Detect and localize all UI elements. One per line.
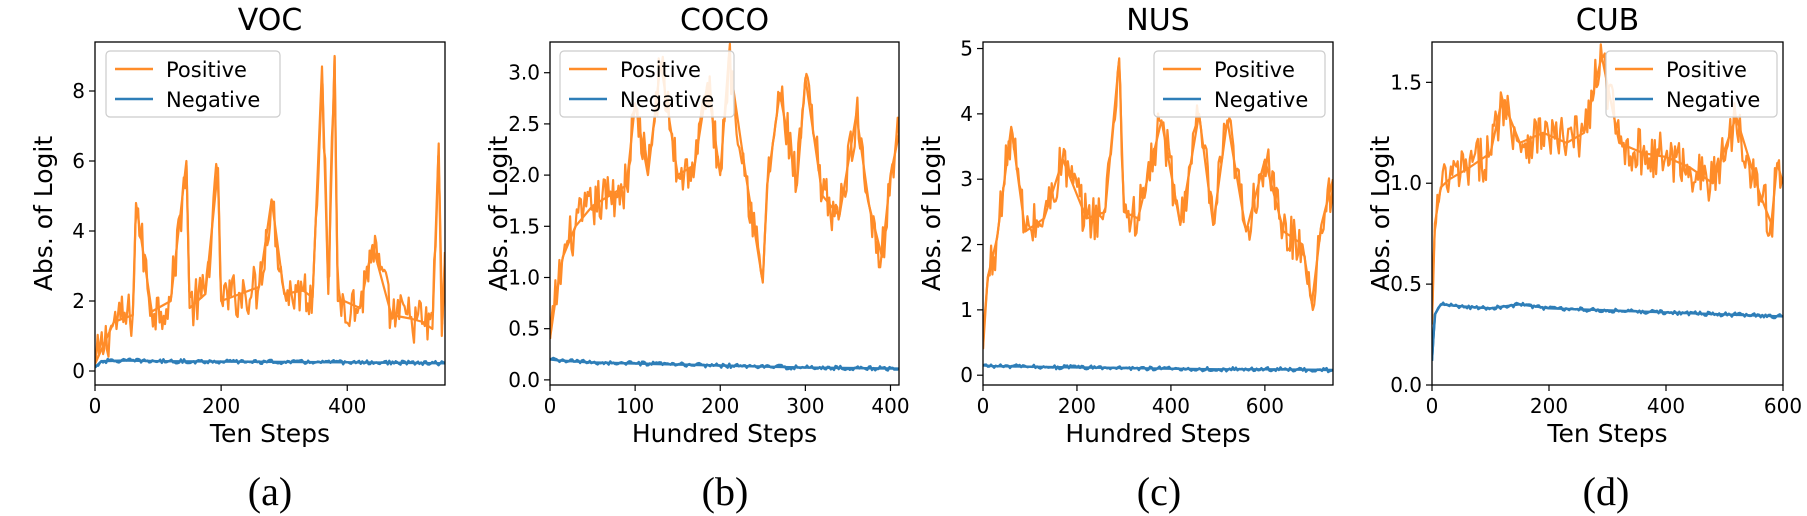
- x-tick-label: 600: [1764, 394, 1802, 418]
- y-tick-label: 0.5: [508, 317, 540, 341]
- x-tick-label: 0: [1426, 394, 1439, 418]
- y-tick-label: 3: [960, 167, 973, 191]
- y-tick-label: 1.5: [1390, 70, 1422, 94]
- y-tick-label: 0: [960, 363, 973, 387]
- legend-label-positive: Positive: [1214, 58, 1295, 82]
- series-peaks-negative: [95, 359, 445, 369]
- series-line-positive: [95, 55, 445, 365]
- panel-caption: (a): [248, 469, 292, 514]
- chart-voc: 0 200 400 0 2 4 6 8 VOC Ten Steps Abs. of Logit (a)…: [29, 3, 446, 514]
- panel-caption: (c): [1137, 469, 1181, 514]
- y-tick-label: 1.0: [1390, 171, 1422, 195]
- chart-cub: 0 200 400 600 0.0 0.5 1.0 1.5 CUB Ten Steps Abs. o…: [1366, 3, 1802, 514]
- series-peaks-positive: [1432, 55, 1783, 325]
- chart-title: CUB: [1576, 3, 1640, 38]
- y-tick-label: 1: [960, 298, 973, 322]
- panel-caption: (d): [1583, 469, 1630, 514]
- series-peaks-positive: [95, 54, 445, 365]
- panel-caption: (b): [702, 469, 749, 514]
- x-tick-label: 400: [1152, 394, 1190, 418]
- chart-title: VOC: [238, 3, 303, 38]
- legend-box: [1153, 50, 1326, 118]
- legend-label-negative: Negative: [166, 88, 260, 112]
- legend-label-positive: Positive: [1666, 58, 1747, 82]
- plot-frame: [94, 41, 446, 386]
- legend: Positive Negative: [559, 50, 735, 118]
- chart-coco: 0 100 200 300 400 0.0 0.5 1.0 1.5 2.0 2.5 3.0 COCO Hu…: [484, 3, 910, 514]
- x-axis-label: Ten Steps: [1546, 419, 1667, 448]
- y-tick-label: 0.5: [1390, 272, 1422, 296]
- x-tick-label: 400: [328, 394, 366, 418]
- x-tick-label: 200: [1530, 394, 1568, 418]
- legend-label-positive: Positive: [166, 58, 247, 82]
- y-tick-label: 3.0: [508, 61, 540, 85]
- legend-label-negative: Negative: [620, 88, 714, 112]
- plot-frame: [1431, 41, 1784, 386]
- y-axis-label: Abs. of Logit: [1366, 136, 1395, 292]
- legend-box: [1605, 50, 1778, 118]
- x-tick-label: 0: [89, 394, 102, 418]
- x-tick-label: 0: [544, 394, 557, 418]
- y-tick-label: 6: [72, 149, 85, 173]
- legend-label-positive: Positive: [620, 58, 701, 82]
- y-axis-label: Abs. of Logit: [29, 136, 58, 292]
- x-tick-label: 400: [871, 394, 909, 418]
- x-axis-label: Ten Steps: [209, 419, 330, 448]
- x-tick-label: 400: [1647, 394, 1685, 418]
- series-peaks-positive: [983, 57, 1333, 350]
- y-tick-label: 2.5: [508, 112, 540, 136]
- x-tick-label: 600: [1246, 394, 1284, 418]
- x-tick-label: 200: [1058, 394, 1096, 418]
- y-tick-label: 0.0: [1390, 373, 1422, 397]
- plot-frame: [549, 41, 900, 386]
- y-tick-label: 4: [960, 102, 973, 126]
- y-tick-label: 2.0: [508, 163, 540, 187]
- y-axis-label: Abs. of Logit: [917, 136, 946, 292]
- y-tick-label: 5: [960, 37, 973, 61]
- x-tick-label: 100: [616, 394, 654, 418]
- series-peaks-negative: [1432, 303, 1783, 361]
- legend: Positive Negative: [1605, 50, 1778, 118]
- series-peaks-negative: [550, 358, 899, 370]
- legend: Positive Negative: [105, 50, 281, 118]
- legend-label-negative: Negative: [1214, 88, 1308, 112]
- x-tick-label: 200: [202, 394, 240, 418]
- y-tick-label: 1.0: [508, 265, 540, 289]
- y-tick-label: 2: [72, 289, 85, 313]
- y-tick-label: 0: [72, 359, 85, 383]
- y-tick-label: 1.5: [508, 214, 540, 238]
- chart-title: NUS: [1126, 3, 1189, 38]
- y-tick-label: 8: [72, 79, 85, 103]
- series-peaks-negative: [983, 364, 1333, 372]
- x-axis-label: Hundred Steps: [1065, 419, 1250, 448]
- x-tick-label: 0: [977, 394, 990, 418]
- legend-label-negative: Negative: [1666, 88, 1760, 112]
- chart-nus: 0 200 400 600 0 1 2 3 4 5 NUS Hundred Steps Abs. of …: [917, 3, 1334, 514]
- x-tick-label: 300: [786, 394, 824, 418]
- plot-frame: [982, 41, 1334, 386]
- y-tick-label: 4: [72, 219, 85, 243]
- x-tick-label: 200: [701, 394, 739, 418]
- legend-box: [559, 50, 735, 118]
- legend-box: [105, 50, 281, 118]
- x-axis-label: Hundred Steps: [632, 419, 817, 448]
- legend: Positive Negative: [1153, 50, 1326, 118]
- y-tick-label: 0.0: [508, 368, 540, 392]
- y-axis-label: Abs. of Logit: [484, 136, 513, 292]
- chart-title: COCO: [680, 3, 769, 38]
- y-tick-label: 2: [960, 233, 973, 257]
